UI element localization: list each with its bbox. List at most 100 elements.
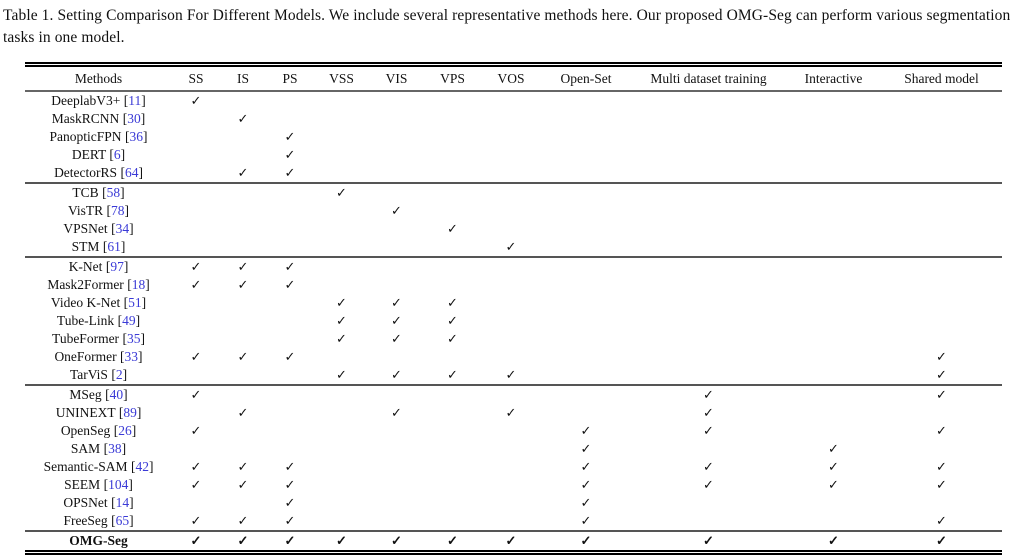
- checkmark-icon: ✓: [284, 495, 296, 510]
- empty-cell: [172, 494, 220, 512]
- empty-cell: [481, 294, 541, 312]
- citation-number[interactable]: 51: [128, 295, 142, 310]
- citation-link[interactable]: [18]: [127, 277, 150, 292]
- citation-link[interactable]: [78]: [106, 203, 130, 218]
- citation-number[interactable]: 14: [115, 495, 130, 510]
- citation-number[interactable]: 78: [111, 203, 125, 218]
- col-header-vps: VPS: [424, 64, 481, 92]
- citation-number[interactable]: 2: [115, 367, 123, 382]
- table-row-k-net: K-Net [97] ✓ ✓ ✓: [25, 257, 1002, 276]
- citation-link[interactable]: [2]: [111, 367, 128, 382]
- empty-cell: [266, 330, 314, 348]
- empty-cell: [786, 202, 881, 220]
- checkmark-icon: ✓: [703, 533, 714, 548]
- citation-link[interactable]: [97]: [105, 259, 129, 274]
- citation-link[interactable]: [14]: [111, 495, 134, 510]
- empty-cell: [424, 458, 481, 476]
- empty-cell: [881, 146, 1002, 164]
- empty-cell: [172, 183, 220, 202]
- citation-number[interactable]: 18: [131, 277, 146, 292]
- empty-cell: [541, 366, 631, 385]
- checkmark-icon: ✓: [447, 331, 458, 346]
- citation-link[interactable]: [26]: [113, 423, 137, 438]
- citation-link[interactable]: [61]: [102, 239, 126, 254]
- citation-link[interactable]: [30]: [122, 111, 146, 126]
- empty-cell: [172, 128, 220, 146]
- citation-number[interactable]: 42: [135, 459, 149, 474]
- empty-cell: [786, 91, 881, 110]
- empty-cell: [266, 366, 314, 385]
- citation-link[interactable]: [6]: [109, 147, 126, 162]
- citation-link[interactable]: [35]: [122, 331, 145, 346]
- checkmark-icon: ✓: [190, 349, 202, 364]
- empty-cell: [266, 220, 314, 238]
- citation-number[interactable]: 38: [108, 441, 122, 456]
- empty-cell: [881, 440, 1002, 458]
- method-name: K-Net: [68, 259, 103, 274]
- method-name: MSeg: [69, 387, 102, 402]
- citation-link[interactable]: [38]: [103, 441, 127, 456]
- empty-cell: [481, 202, 541, 220]
- checkmark-icon: ✓: [936, 349, 947, 364]
- citation-link[interactable]: [64]: [120, 165, 143, 180]
- empty-cell: [266, 238, 314, 257]
- citation-number[interactable]: 34: [115, 221, 130, 236]
- citation-link[interactable]: [40]: [105, 387, 128, 402]
- method-cell: TCB [58]: [25, 183, 172, 202]
- citation-number[interactable]: 97: [110, 259, 124, 274]
- citation-link[interactable]: [11]: [123, 93, 146, 108]
- citation-number[interactable]: 36: [129, 129, 143, 144]
- citation-number[interactable]: 33: [124, 349, 139, 364]
- empty-cell: [220, 183, 266, 202]
- empty-cell: [424, 183, 481, 202]
- citation-number[interactable]: 58: [106, 185, 121, 200]
- citation-number[interactable]: 35: [126, 331, 141, 346]
- checkmark-icon: ✓: [447, 313, 458, 328]
- citation-number[interactable]: 6: [113, 147, 121, 162]
- citation-link[interactable]: [104]: [103, 477, 133, 492]
- empty-cell: [314, 202, 369, 220]
- empty-cell: [172, 164, 220, 183]
- method-name: SEEM: [64, 477, 101, 492]
- citation-link[interactable]: [36]: [124, 129, 148, 144]
- checkmark-icon: ✓: [391, 331, 402, 346]
- citation-link[interactable]: [42]: [130, 459, 154, 474]
- method-name: STM: [71, 239, 100, 254]
- citation-link[interactable]: [58]: [102, 185, 125, 200]
- citation-number[interactable]: 26: [118, 423, 132, 438]
- citation-link[interactable]: [51]: [123, 295, 147, 310]
- checkmark-icon: ✓: [237, 533, 249, 548]
- citation-number[interactable]: 61: [107, 239, 121, 254]
- citation-number[interactable]: 30: [127, 111, 141, 126]
- citation-link[interactable]: [34]: [111, 221, 134, 236]
- citation-number[interactable]: 104: [108, 477, 129, 492]
- empty-cell: [881, 164, 1002, 183]
- empty-cell: [786, 422, 881, 440]
- checkmark-icon: ✓: [391, 295, 402, 310]
- empty-cell: [481, 440, 541, 458]
- checkmark-icon: ✓: [336, 185, 347, 200]
- method-cell: MaskRCNN [30]: [25, 110, 172, 128]
- checkmark-icon: ✓: [580, 495, 592, 510]
- empty-cell: [220, 440, 266, 458]
- citation-link[interactable]: [49]: [117, 313, 141, 328]
- citation-number[interactable]: 40: [109, 387, 124, 402]
- method-name: DetectorRS: [54, 165, 118, 180]
- citation-number[interactable]: 64: [124, 165, 139, 180]
- citation-number[interactable]: 89: [123, 405, 137, 420]
- citation-number[interactable]: 65: [115, 513, 130, 528]
- checkmark-icon: ✓: [336, 313, 347, 328]
- citation-link[interactable]: [65]: [111, 513, 134, 528]
- checkmark-icon: ✓: [190, 459, 202, 474]
- citation-link[interactable]: [89]: [118, 405, 142, 420]
- citation-link[interactable]: [33]: [120, 349, 143, 364]
- empty-cell: [541, 257, 631, 276]
- method-cell: DERT [6]: [25, 146, 172, 164]
- empty-cell: [424, 91, 481, 110]
- checkmark-icon: ✓: [336, 331, 347, 346]
- citation-number[interactable]: 49: [122, 313, 136, 328]
- citation-number[interactable]: 11: [128, 93, 142, 108]
- empty-cell: [631, 257, 786, 276]
- method-cell: OMG-Seg: [25, 531, 172, 553]
- checkmark-icon: ✓: [284, 277, 296, 292]
